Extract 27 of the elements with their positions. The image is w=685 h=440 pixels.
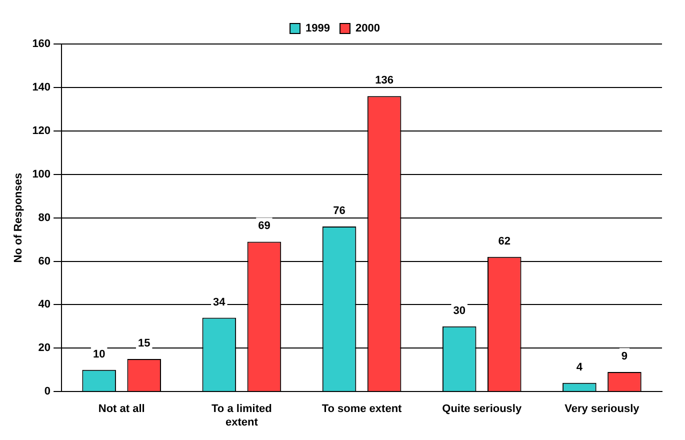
data-label: 15 <box>138 338 150 350</box>
y-tick-label: 0 <box>44 386 51 398</box>
x-tick-label: Quite seriously <box>442 403 522 416</box>
legend-label: 2000 <box>356 22 380 35</box>
data-label: 30 <box>453 304 466 317</box>
y-tick-label: 20 <box>38 342 51 354</box>
y-tick-label: 120 <box>32 124 51 137</box>
x-tick-label: To a limited extent <box>212 403 272 428</box>
y-axis-title: No of Responses <box>12 172 25 263</box>
data-label: 136 <box>375 74 394 87</box>
y-tick-label: 60 <box>38 255 51 268</box>
data-label: 34 <box>213 296 226 308</box>
data-label: 4 <box>576 361 584 374</box>
data-label: 9 <box>621 350 628 363</box>
y-tick-label: 160 <box>32 38 51 50</box>
x-tick-label: Very seriously <box>564 403 640 416</box>
y-tick-label: 100 <box>32 168 51 180</box>
data-label: 10 <box>92 348 106 360</box>
x-tick-label: Not at all <box>98 403 145 416</box>
y-tick-label: 80 <box>38 212 51 224</box>
y-tick-label: 140 <box>32 81 51 94</box>
x-tick-label: To some extent <box>322 403 402 416</box>
data-label: 69 <box>258 220 270 232</box>
legend-label: 1999 <box>306 22 330 35</box>
data-label: 76 <box>333 205 346 218</box>
data-label: 62 <box>498 235 511 248</box>
y-tick-label: 40 <box>38 298 51 311</box>
